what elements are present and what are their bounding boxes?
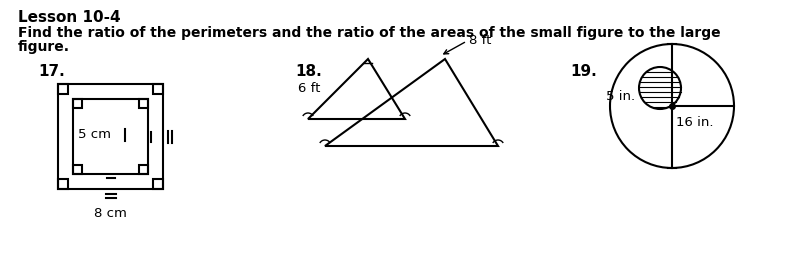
Text: 18.: 18. [295,64,322,79]
Text: Find the ratio of the perimeters and the ratio of the areas of the small figure : Find the ratio of the perimeters and the… [18,26,721,40]
Text: 8 cm: 8 cm [94,207,127,220]
Text: 8 ft: 8 ft [469,35,491,47]
Text: figure.: figure. [18,40,70,54]
Text: Lesson 10-4: Lesson 10-4 [18,10,121,25]
Text: 6 ft: 6 ft [298,82,320,96]
Text: 19.: 19. [570,64,597,79]
Text: 16 in.: 16 in. [676,116,714,129]
Text: 5 in.: 5 in. [606,90,635,104]
Text: 5 cm: 5 cm [78,128,111,141]
Text: 17.: 17. [38,64,65,79]
